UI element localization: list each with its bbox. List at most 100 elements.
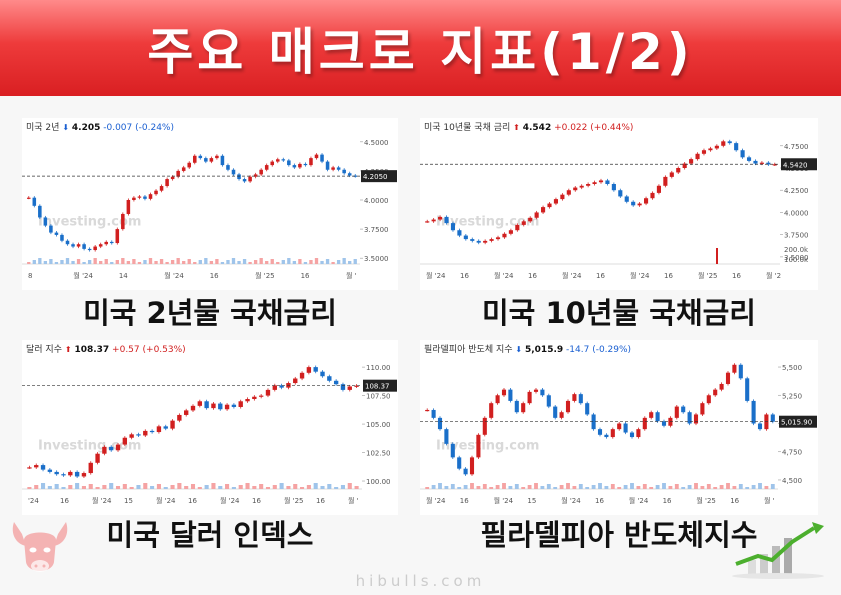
candle-body	[751, 400, 756, 424]
volume-bar	[591, 485, 596, 489]
volume-bar	[170, 485, 175, 489]
candle-body	[495, 237, 501, 240]
candle-body	[541, 207, 546, 213]
candle-body	[197, 401, 202, 406]
candle-body	[87, 248, 92, 251]
change-value: +0.022	[554, 123, 588, 133]
candle-body	[292, 165, 297, 168]
candle-body	[314, 154, 319, 159]
candle-body	[624, 196, 629, 202]
volume-bar	[87, 260, 92, 264]
candle-body	[637, 203, 642, 206]
volume-bar	[68, 485, 73, 489]
volume-bar	[182, 261, 186, 264]
candle-body	[572, 394, 577, 401]
candle-body	[71, 244, 75, 247]
volume-bar	[204, 258, 208, 264]
candle-body	[559, 412, 564, 418]
volume-bar	[156, 484, 161, 489]
candle-body	[546, 395, 551, 407]
volume-bar	[115, 486, 121, 489]
volume-bar	[99, 261, 103, 264]
candle-body	[650, 192, 655, 199]
volume-bar	[431, 485, 436, 489]
candle-body	[553, 199, 559, 204]
candle-body	[631, 201, 636, 206]
change-percent: (+0.44%)	[590, 123, 634, 133]
candle-body	[129, 434, 134, 438]
volume-bar	[136, 485, 141, 489]
candle-body	[270, 161, 275, 166]
chart-sox: 5,5005,2505,0004,7504,500Investing.com5,…	[420, 363, 817, 505]
volume-bar	[231, 487, 236, 489]
candle-body	[109, 446, 114, 451]
chart-header: 달러 지수 ⬆ 108.37 +0.57 (+0.53%)	[26, 342, 186, 355]
candle-body	[163, 426, 168, 429]
volume-bar	[279, 483, 284, 489]
volume-bar	[137, 262, 142, 264]
volume-bar	[209, 261, 214, 264]
volume-bar	[220, 262, 225, 264]
down-arrow-icon: ⬇	[62, 123, 70, 132]
y-tick-label: 5,500	[782, 364, 802, 372]
candle-body	[209, 158, 214, 162]
change-value: -14.7	[566, 345, 590, 355]
candle-body	[252, 396, 257, 400]
candle-body	[333, 380, 339, 385]
candle-body	[76, 244, 81, 247]
volume-bar	[287, 258, 291, 264]
candle-body	[725, 372, 731, 384]
volume-bar	[298, 259, 302, 264]
candle-body	[331, 167, 335, 170]
investing-watermark: Investing.com	[436, 215, 539, 230]
candle-body	[313, 367, 318, 372]
candle-body	[231, 404, 237, 407]
x-tick-label: 16	[460, 497, 469, 505]
x-tick-label: 월 '	[346, 271, 357, 280]
volume-bar	[40, 483, 46, 489]
candle-body	[425, 409, 430, 412]
volume-bar	[476, 486, 481, 489]
candle-body	[68, 471, 73, 476]
candle-body	[528, 217, 533, 222]
candle-body	[604, 434, 609, 438]
candle-body	[115, 444, 121, 451]
volume-bar	[187, 259, 191, 264]
candle-body	[649, 412, 654, 418]
volume-bar	[738, 484, 743, 489]
y-tick-label: 4.0000	[364, 197, 389, 205]
volume-bar	[662, 483, 666, 489]
volume-bar	[231, 258, 236, 264]
price-value: 4.205	[71, 123, 101, 133]
volume-bar	[354, 486, 359, 489]
investing-watermark: Investing.com	[436, 439, 539, 454]
volume-bar	[320, 261, 324, 264]
candle-body	[220, 155, 225, 166]
candle-body	[586, 184, 591, 186]
volume-bar	[276, 262, 280, 264]
candle-body	[598, 180, 604, 183]
candle-body	[757, 423, 763, 430]
x-tick-label: 월 '24	[494, 271, 514, 280]
candle-body	[347, 386, 352, 390]
volume-bar	[82, 262, 86, 264]
current-price-tag	[779, 415, 817, 428]
volume-bar	[43, 261, 48, 264]
volume-bar	[681, 487, 686, 489]
y-tick-label: 110.00	[366, 364, 391, 372]
candle-body	[26, 197, 31, 199]
volume-bar	[655, 485, 660, 489]
candle-body	[340, 384, 346, 390]
x-tick-label: 월 '24	[562, 271, 582, 280]
volume-bar	[300, 487, 305, 489]
candle-body	[104, 241, 109, 245]
candle-body	[81, 473, 87, 477]
chart-us2y: 4.50004.25004.00003.75003.5000Investing.…	[22, 139, 397, 280]
candle-body	[772, 164, 777, 166]
volume-bar	[470, 483, 474, 489]
volume-bar	[104, 259, 108, 264]
volume-bar	[623, 485, 628, 489]
chart-header: 미국 10년물 국채 금리 ⬆ 4.542 +0.022 (+0.44%)	[424, 120, 633, 133]
candle-body	[656, 185, 661, 193]
x-tick-label: 월 '24	[73, 271, 93, 280]
